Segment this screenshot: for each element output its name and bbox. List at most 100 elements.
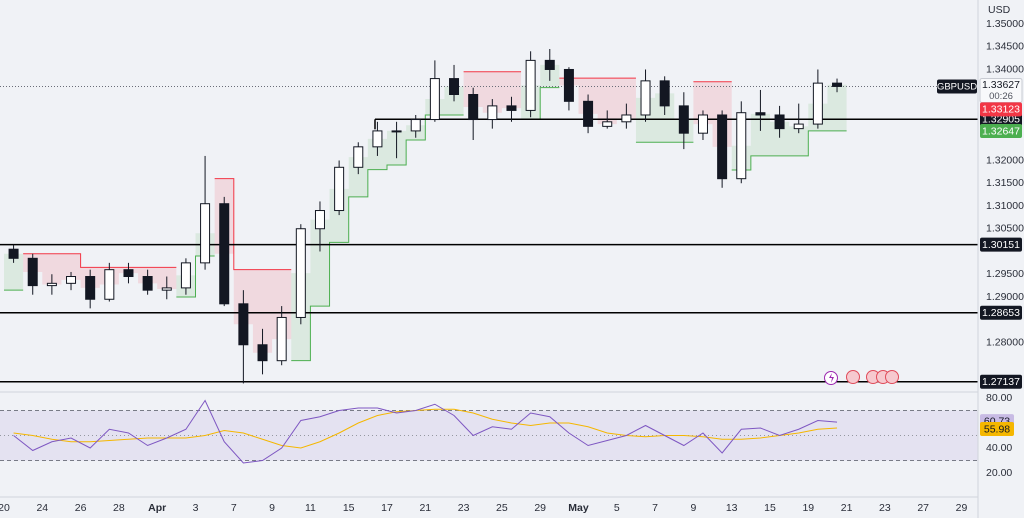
rsi-line — [13, 399, 838, 464]
event-icon[interactable] — [885, 370, 899, 384]
x-tick-label: 13 — [726, 502, 738, 514]
candle-body — [602, 121, 613, 127]
candle-body — [104, 269, 115, 300]
x-tick-label: 3 — [193, 502, 199, 514]
symbol-label: GBPUSD — [937, 81, 977, 92]
candle-body — [678, 105, 689, 134]
candle-body — [697, 114, 708, 134]
price-line-label: 1.27137 — [982, 376, 1020, 388]
candle-body — [563, 68, 574, 102]
x-tick-label: 9 — [269, 502, 275, 514]
x-tick-label: 23 — [879, 502, 891, 514]
price-pane — [0, 49, 978, 384]
rsi-tick-label: 20.00 — [986, 467, 1012, 479]
y-tick-label: 1.34500 — [986, 41, 1024, 53]
x-tick-label: 24 — [36, 502, 48, 514]
event-icon-glyph — [829, 373, 834, 383]
candle-body — [659, 80, 670, 107]
x-tick-label: 7 — [231, 502, 237, 514]
candle-body — [257, 344, 268, 362]
candle-body — [812, 82, 823, 125]
x-tick-label: 29 — [534, 502, 546, 514]
candle-body — [66, 276, 77, 284]
price-line-label-bg — [980, 305, 1022, 320]
indicator-label-bg — [980, 124, 1022, 139]
supertrend-fill — [4, 253, 24, 291]
candle-body — [142, 276, 153, 291]
x-tick-label: 21 — [419, 502, 431, 514]
candle-body — [372, 130, 383, 148]
candle-body — [429, 78, 440, 121]
price-line-label: 1.32905 — [982, 114, 1020, 126]
y-tick-label: 1.29500 — [986, 268, 1024, 280]
y-tick-label: 1.30500 — [986, 223, 1024, 235]
rsi-value-label: 55.98 — [984, 423, 1010, 435]
x-tick-label: 25 — [496, 502, 508, 514]
candle-body — [506, 105, 517, 111]
event-icon[interactable] — [846, 370, 860, 384]
candle-body — [410, 119, 421, 132]
candle-body — [314, 210, 325, 230]
candle-body — [200, 203, 211, 264]
x-tick-label: Apr — [148, 502, 166, 514]
supertrend-fill — [559, 78, 636, 125]
x-tick-label: 15 — [343, 502, 355, 514]
candle-body — [27, 257, 38, 287]
candle-body — [736, 112, 747, 180]
price-line-label-bg — [980, 374, 1022, 389]
symbol-label-bg — [937, 79, 977, 94]
candle-body — [219, 203, 230, 305]
price-line-label: 1.28653 — [982, 307, 1020, 319]
x-tick-label: 21 — [841, 502, 853, 514]
y-tick-label: 1.34000 — [986, 63, 1024, 75]
y-tick-label: 1.29000 — [986, 291, 1024, 303]
candle-body — [544, 59, 555, 70]
rsi-line — [13, 408, 838, 449]
candle-body — [525, 59, 536, 111]
candle-body — [832, 82, 843, 87]
candle-body — [449, 78, 460, 96]
x-tick-label: 27 — [917, 502, 929, 514]
price-line-label-bg — [980, 237, 1022, 252]
candle-body — [295, 228, 306, 318]
y-tick-label: 1.31500 — [986, 177, 1024, 189]
candle-body — [353, 146, 364, 168]
indicator-label: 1.33123 — [982, 104, 1020, 116]
x-tick-label: 17 — [381, 502, 393, 514]
rsi-tick-label: 40.00 — [986, 442, 1012, 454]
rsi-value-label-bg — [980, 422, 1014, 437]
rsi-tick-label: 80.00 — [986, 392, 1012, 404]
currency-label: USD — [988, 4, 1011, 16]
x-tick-label: 19 — [802, 502, 814, 514]
x-tick-label: May — [568, 502, 589, 514]
x-tick-label: 5 — [614, 502, 620, 514]
candle-body — [487, 105, 498, 121]
x-tick-label: 26 — [75, 502, 87, 514]
rsi-pane — [0, 399, 978, 464]
candle-body — [46, 282, 57, 287]
candle-body — [161, 287, 172, 291]
candle-body — [774, 114, 785, 130]
y-tick-label: 1.35000 — [986, 18, 1024, 30]
x-tick-label: 7 — [652, 502, 658, 514]
y-tick-label: 1.28000 — [986, 336, 1024, 348]
last-price-label: 1.33627 — [982, 79, 1020, 91]
candle-body — [468, 94, 479, 121]
candle-body — [793, 123, 804, 130]
x-tick-label: 15 — [764, 502, 776, 514]
countdown-label: 00:26 — [989, 91, 1013, 102]
price-line-label: 1.30151 — [982, 239, 1020, 251]
candle-body — [180, 262, 191, 289]
candle-body — [276, 316, 287, 362]
x-tick-label: 29 — [956, 502, 968, 514]
supertrend-line — [4, 87, 847, 362]
candle-body — [717, 114, 728, 180]
plot-area — [0, 49, 978, 464]
candle-body — [391, 130, 402, 133]
candle-body — [334, 166, 345, 212]
candle-body — [123, 269, 134, 278]
indicator-label: 1.32647 — [982, 125, 1020, 137]
supertrend-fill — [23, 253, 177, 290]
